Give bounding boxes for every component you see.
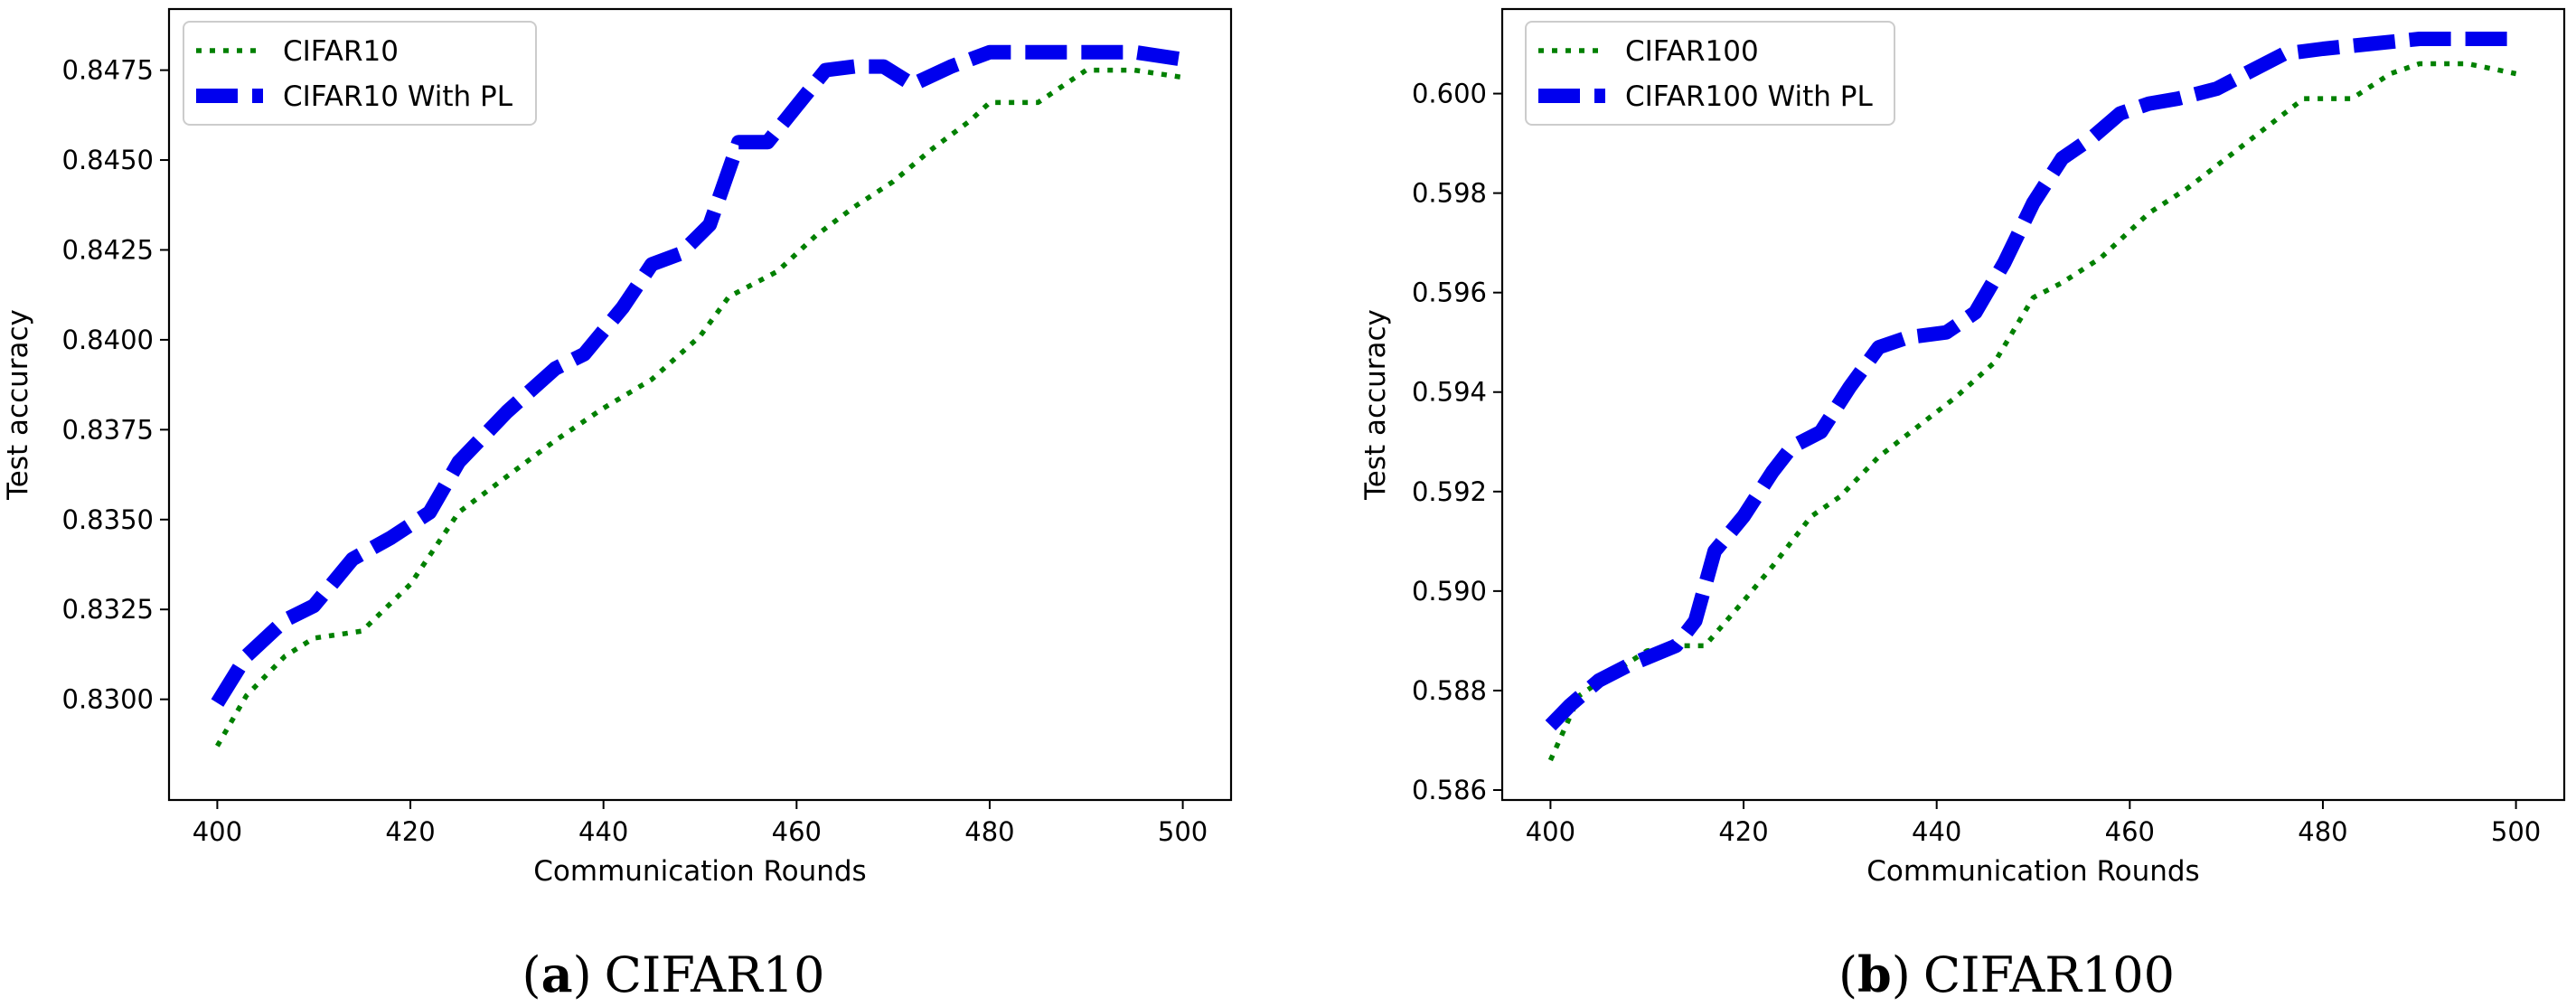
y-tick-label: 0.8350 — [62, 504, 154, 535]
legend-label: CIFAR10 — [283, 35, 399, 68]
x-tick-label: 440 — [1912, 816, 1961, 847]
caption-open-paren: ( — [522, 946, 541, 1003]
x-tick-label: 500 — [2491, 816, 2541, 847]
series-line-with-pl — [1545, 32, 2516, 731]
series-group — [211, 44, 1184, 748]
series-line-baseline — [215, 67, 1184, 748]
plot-frame — [1500, 7, 2566, 802]
chart-cifar10: 400 420 440 460 480 500 0.8300 0.8325 0.8350 0.83… — [2, 7, 1233, 1003]
legend-label: CIFAR100 — [1625, 35, 1759, 68]
x-tick-label: 400 — [193, 816, 242, 847]
x-tick-label: 500 — [1158, 816, 1208, 847]
y-tick-label: 0.8325 — [62, 594, 154, 625]
y-tick-label: 0.594 — [1412, 377, 1487, 408]
legend: CIFAR10 CIFAR10 With PL — [183, 21, 537, 126]
x-axis-label: Communication Rounds — [533, 855, 866, 888]
x-tick-label: 460 — [2105, 816, 2155, 847]
y-tick-label: 0.590 — [1412, 576, 1487, 607]
caption-open-paren: ( — [1838, 946, 1857, 1003]
x-tick-label: 480 — [964, 816, 1014, 847]
y-tick-label: 0.586 — [1412, 775, 1487, 805]
x-axis-label: Communication Rounds — [1866, 855, 2199, 888]
x-tick-label: 400 — [1526, 816, 1575, 847]
chart-cifar100: 400 420 440 460 480 500 0.586 0.588 0.590 0.592 0.… — [1359, 7, 2566, 1003]
legend: CIFAR100 CIFAR100 With PL — [1525, 21, 1895, 126]
y-tick-label: 0.8300 — [62, 684, 154, 715]
x-tick-label: 440 — [578, 816, 628, 847]
subfigure-caption: (b) CIFAR100 — [1838, 946, 2175, 1003]
y-axis-label: Test accuracy — [1359, 309, 1392, 501]
y-tick-label: 0.588 — [1412, 675, 1487, 706]
series-line-with-pl — [211, 44, 1184, 707]
x-tick-label: 460 — [772, 816, 822, 847]
caption-letter: a — [541, 946, 573, 1003]
legend-label: CIFAR10 With PL — [283, 80, 513, 113]
y-tick-label: 0.8375 — [62, 414, 154, 445]
y-tick-label: 0.8400 — [62, 325, 154, 355]
y-tick-label: 0.596 — [1412, 278, 1487, 308]
y-tick-label: 0.8425 — [62, 234, 154, 265]
y-tick-label: 0.592 — [1412, 476, 1487, 507]
caption-close-paren: ) — [1892, 946, 1911, 1003]
legend-label: CIFAR100 With PL — [1625, 80, 1873, 113]
subfigure-caption: (a) CIFAR10 — [522, 946, 825, 1003]
y-tick-label: 0.598 — [1412, 178, 1487, 209]
legend-box — [183, 21, 537, 126]
caption-close-paren: ) — [573, 946, 592, 1003]
x-tick-label: 420 — [1718, 816, 1768, 847]
caption-text: CIFAR10 — [605, 946, 825, 1003]
caption-text: CIFAR100 — [1923, 946, 2175, 1003]
series-group — [1545, 32, 2517, 762]
x-tick-label: 420 — [385, 816, 435, 847]
caption-letter: b — [1857, 946, 1892, 1003]
series-line-baseline — [1547, 61, 2517, 762]
x-tick-label: 480 — [2298, 816, 2347, 847]
y-axis-label: Test accuracy — [2, 309, 34, 501]
y-tick-label: 0.600 — [1412, 79, 1487, 109]
y-tick-label: 0.8475 — [62, 55, 154, 86]
plot-frame — [167, 7, 1233, 802]
legend-box — [1525, 21, 1895, 126]
y-tick-label: 0.8450 — [62, 145, 154, 175]
